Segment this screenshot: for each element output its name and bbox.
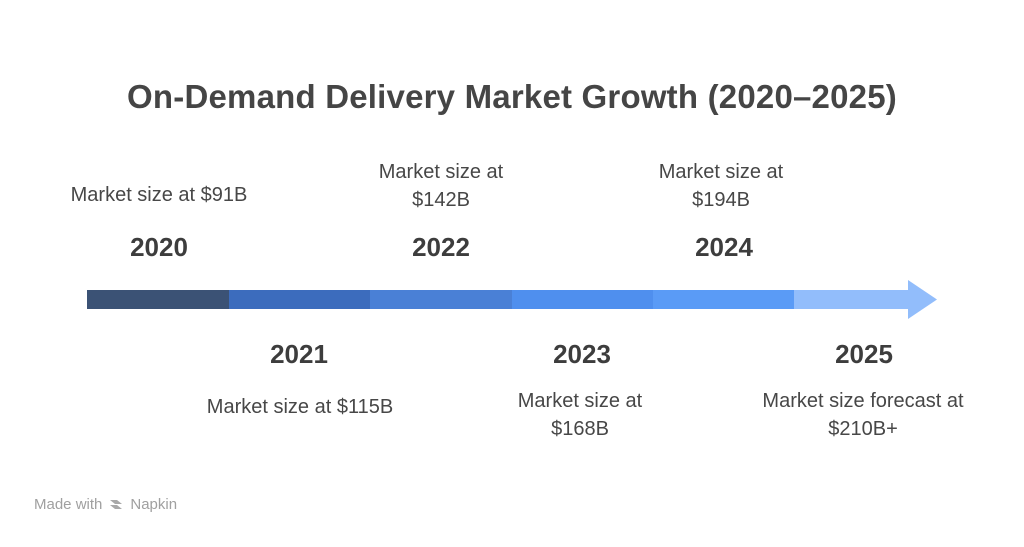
milestone-2025-year: 2025 [835, 339, 893, 369]
milestone-2020-text: Market size at $91B [70, 184, 248, 206]
arrow-head [908, 280, 937, 319]
milestone-2021-text: Market size at $115B [206, 396, 394, 418]
segment-2023 [512, 290, 653, 309]
milestone-2020-year: 2020 [130, 232, 188, 262]
napkin-logo-icon [110, 499, 123, 509]
napkin-brand: Napkin [130, 496, 178, 513]
made-with-footer: Made with Napkin [34, 496, 177, 513]
milestone-2021-year: 2021 [270, 339, 328, 369]
milestone-2025-text: Market size forecast at $210B+ [762, 390, 964, 440]
segment-2021 [229, 290, 370, 309]
made-with-label: Made with [34, 496, 103, 513]
page-title: On-Demand Delivery Market Growth (2020–2… [127, 78, 897, 115]
milestone-2023-text: Market size at $168B [517, 390, 643, 440]
segment-2022 [370, 290, 512, 309]
milestone-2023-year: 2023 [553, 339, 611, 369]
segment-2024 [653, 290, 794, 309]
milestone-2022-year: 2022 [412, 232, 470, 262]
segment-2025 [794, 290, 908, 309]
milestone-2024-year: 2024 [695, 232, 753, 262]
milestone-2024-text: Market size at $194B [658, 161, 784, 211]
milestone-2022-text: Market size at $142B [378, 161, 504, 211]
segment-2020 [87, 290, 229, 309]
